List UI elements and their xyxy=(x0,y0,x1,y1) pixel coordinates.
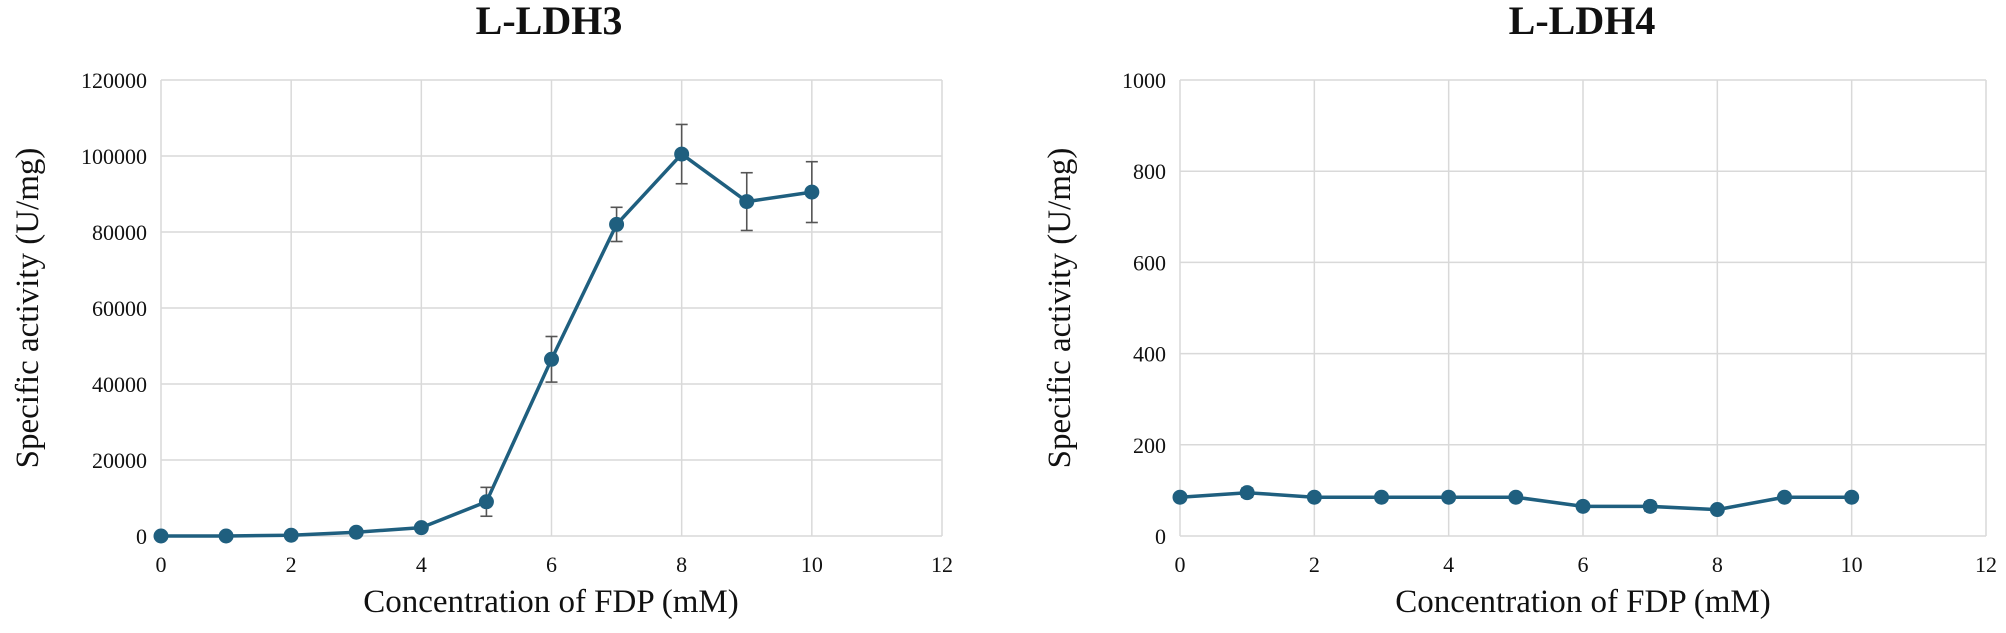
x-tick-label: 0 xyxy=(1175,552,1186,577)
data-point xyxy=(218,528,234,544)
data-point xyxy=(1306,489,1322,505)
data-point xyxy=(1844,489,1860,505)
x-tick-label: 0 xyxy=(156,552,167,577)
x-tick-label: 8 xyxy=(676,552,687,577)
data-point xyxy=(674,146,690,162)
x-tick-label: 8 xyxy=(1712,552,1723,577)
y-tick-label: 0 xyxy=(1155,524,1166,549)
y-axis-label: Specific activity (U/mg) xyxy=(10,148,46,469)
data-point xyxy=(1709,502,1725,518)
data-point xyxy=(348,524,364,540)
data-point xyxy=(153,528,169,544)
chart-title: L-LDH4 xyxy=(1509,0,1656,43)
x-tick-label: 4 xyxy=(1443,552,1454,577)
y-tick-label: 20000 xyxy=(92,448,147,473)
data-point xyxy=(1239,485,1255,501)
x-tick-label: 6 xyxy=(546,552,557,577)
chart-title: L-LDH3 xyxy=(476,0,623,43)
x-tick-label: 6 xyxy=(1578,552,1589,577)
y-tick-label: 120000 xyxy=(81,68,147,93)
series-line xyxy=(161,152,813,538)
data-point xyxy=(283,527,299,543)
y-tick-label: 60000 xyxy=(92,296,147,321)
data-point xyxy=(1441,489,1457,505)
x-tick-label: 2 xyxy=(1309,552,1320,577)
x-tick-label: 12 xyxy=(1975,552,1997,577)
data-point xyxy=(804,184,820,200)
y-tick-label: 400 xyxy=(1133,342,1166,367)
chart-l-ldh3: 0 20000 40000 60000 80000 100000 120000 0 2 4 6 8 10… xyxy=(10,0,953,620)
data-point xyxy=(739,194,755,210)
y-tick-label: 1000 xyxy=(1122,68,1166,93)
data-point xyxy=(1642,498,1658,514)
x-tick-label: 2 xyxy=(286,552,297,577)
y-tick-label: 0 xyxy=(136,524,147,549)
data-point xyxy=(1508,489,1524,505)
y-tick-label: 40000 xyxy=(92,372,147,397)
x-tick-label: 10 xyxy=(801,552,823,577)
data-point xyxy=(609,216,625,232)
y-tick-label: 800 xyxy=(1133,159,1166,184)
data-point xyxy=(478,494,494,510)
y-tick-label: 100000 xyxy=(81,144,147,169)
x-axis-label: Concentration of FDP (mM) xyxy=(363,584,739,620)
y-tick-label: 80000 xyxy=(92,220,147,245)
x-tick-label: 12 xyxy=(931,552,953,577)
data-point xyxy=(1777,489,1792,505)
y-tick-label: 600 xyxy=(1133,250,1166,275)
data-point xyxy=(544,351,559,367)
y-axis-label: Specific activity (U/mg) xyxy=(1042,148,1078,469)
y-tick-label: 200 xyxy=(1133,433,1166,458)
x-axis-label: Concentration of FDP (mM) xyxy=(1395,584,1771,620)
x-tick-label: 10 xyxy=(1841,552,1863,577)
data-point xyxy=(1575,498,1591,514)
x-tick-label: 4 xyxy=(416,552,427,577)
data-point xyxy=(413,520,429,536)
data-point xyxy=(1374,489,1389,505)
chart-l-ldh4: 0 200 400 600 800 1000 0 2 4 6 8 10 12 L-LDH4 Concentr… xyxy=(1042,0,1997,620)
data-point xyxy=(1172,489,1188,505)
